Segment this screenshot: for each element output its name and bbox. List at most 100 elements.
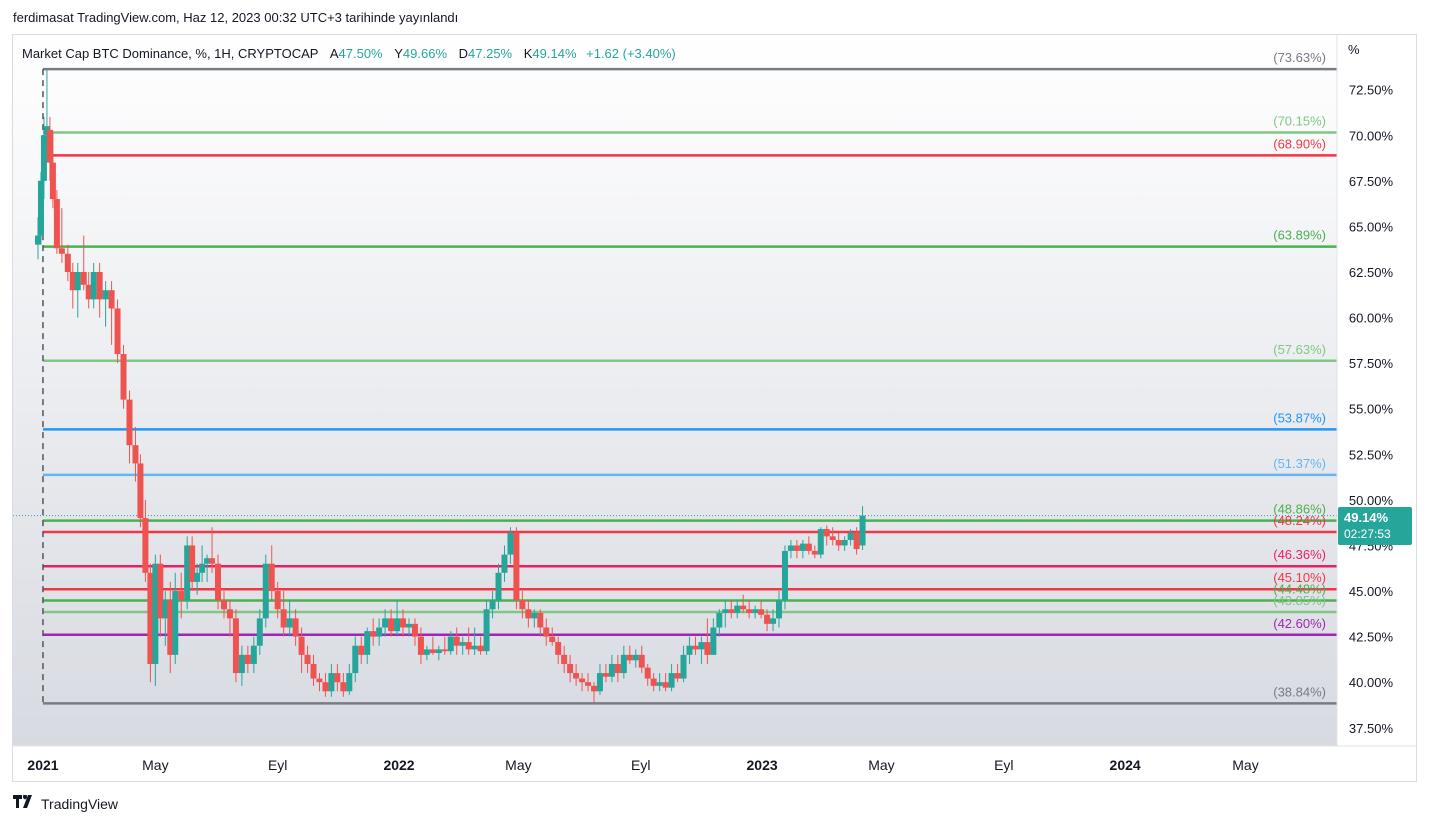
candle-body	[429, 649, 436, 654]
candle-up	[859, 506, 866, 551]
candle-body	[507, 532, 514, 555]
y-tick-label: 72.50%	[1349, 83, 1394, 98]
candle-down	[465, 627, 472, 655]
y-tick-label: 52.50%	[1349, 447, 1394, 462]
candle-body	[740, 605, 747, 610]
x-tick-label: May	[142, 757, 168, 773]
candle-up	[781, 545, 788, 610]
candle-body	[435, 649, 442, 654]
candle-body	[465, 642, 472, 650]
candle-body	[102, 290, 109, 300]
axis-unit: %	[1348, 42, 1360, 57]
candle-body	[204, 558, 211, 564]
candle-down	[388, 609, 395, 637]
candle-down	[579, 673, 586, 692]
candles	[34, 69, 866, 703]
tradingview-logo[interactable]: TradingView	[13, 795, 118, 812]
candle-up	[710, 618, 717, 655]
candle-body	[674, 673, 681, 679]
candle-body	[74, 272, 81, 291]
candle-down	[567, 654, 574, 683]
x-tick-label: 2021	[27, 757, 58, 773]
candle-down	[543, 618, 550, 646]
y-tick-label: 70.00%	[1349, 128, 1394, 143]
candle-body	[256, 618, 263, 646]
candle-up	[770, 609, 777, 632]
candle-up	[608, 654, 615, 683]
candle-body	[447, 636, 454, 652]
candle-down	[215, 554, 222, 610]
candle-body	[531, 612, 538, 619]
candle-body	[602, 673, 609, 677]
fib-level-label: (51.37%)	[1273, 456, 1326, 471]
y-tick-label: 40.00%	[1349, 675, 1394, 690]
candle-body	[49, 162, 56, 200]
candle-down	[304, 645, 311, 674]
candle-body	[585, 682, 592, 686]
candle-down	[513, 527, 520, 610]
candle-up	[787, 539, 794, 559]
x-tick-label: May	[868, 757, 894, 773]
candle-down	[64, 244, 71, 282]
candle-up	[776, 591, 783, 628]
candle-body	[823, 529, 830, 537]
candle-up	[364, 627, 371, 664]
candle-body	[489, 600, 496, 610]
candle-body	[382, 618, 389, 628]
current-price: 49.14%	[1344, 510, 1389, 525]
candle-body	[215, 563, 222, 601]
candle-body	[162, 600, 169, 619]
y-tick-label: 45.00%	[1349, 584, 1394, 599]
candle-down	[53, 189, 60, 254]
candle-body	[157, 563, 164, 619]
candle-body	[340, 682, 347, 692]
candle-body	[722, 609, 729, 613]
candle-down	[280, 591, 287, 637]
candle-body	[752, 609, 759, 613]
candle-down	[549, 627, 556, 646]
candle-body	[501, 554, 508, 573]
candle-body	[793, 545, 800, 551]
y-tick-label: 65.00%	[1349, 219, 1394, 234]
candle-up	[841, 536, 848, 551]
candle-up	[686, 636, 693, 664]
candle-body	[477, 645, 484, 652]
candle-down	[417, 627, 424, 664]
tradingview-logo-icon	[13, 795, 35, 812]
candle-body	[46, 129, 53, 163]
candle-up	[328, 663, 335, 697]
candle-body	[644, 667, 651, 679]
candle-body	[764, 614, 771, 624]
candle-down	[292, 609, 299, 646]
x-tick-label: May	[1232, 757, 1258, 773]
candle-body	[543, 627, 550, 637]
candle-up	[102, 281, 109, 327]
candle-body	[280, 609, 287, 628]
candle-down	[740, 594, 747, 613]
candle-body	[286, 618, 293, 628]
candle-down	[585, 673, 592, 692]
candle-down	[746, 600, 753, 619]
candle-down	[662, 673, 669, 692]
candle-body	[519, 600, 526, 610]
candle-down	[519, 591, 526, 619]
candle-down	[167, 581, 174, 674]
candle-body	[805, 543, 812, 551]
x-tick-label: Eyl	[994, 757, 1013, 773]
candle-body	[590, 685, 597, 692]
candle-body	[352, 645, 359, 674]
candle-body	[650, 678, 657, 686]
candle-body	[567, 663, 574, 674]
candle-up	[37, 171, 44, 245]
candle-down	[137, 454, 144, 528]
candle-body	[787, 545, 794, 551]
candle-body	[40, 135, 47, 181]
fib-level-label: (44.48%)	[1273, 582, 1326, 597]
candle-body	[194, 572, 201, 582]
symbol-name: Market Cap BTC Dominance, %, 1H, CRYPTOC…	[22, 46, 319, 61]
candle-body	[411, 623, 418, 637]
price-axis: 72.50% 70.00% 67.50% 65.00% 62.50% 60.00% 57.5…	[1336, 35, 1394, 746]
candle-body	[692, 645, 699, 650]
change-value: +1.62 (+3.40%)	[586, 46, 676, 61]
candle-down	[232, 609, 239, 683]
